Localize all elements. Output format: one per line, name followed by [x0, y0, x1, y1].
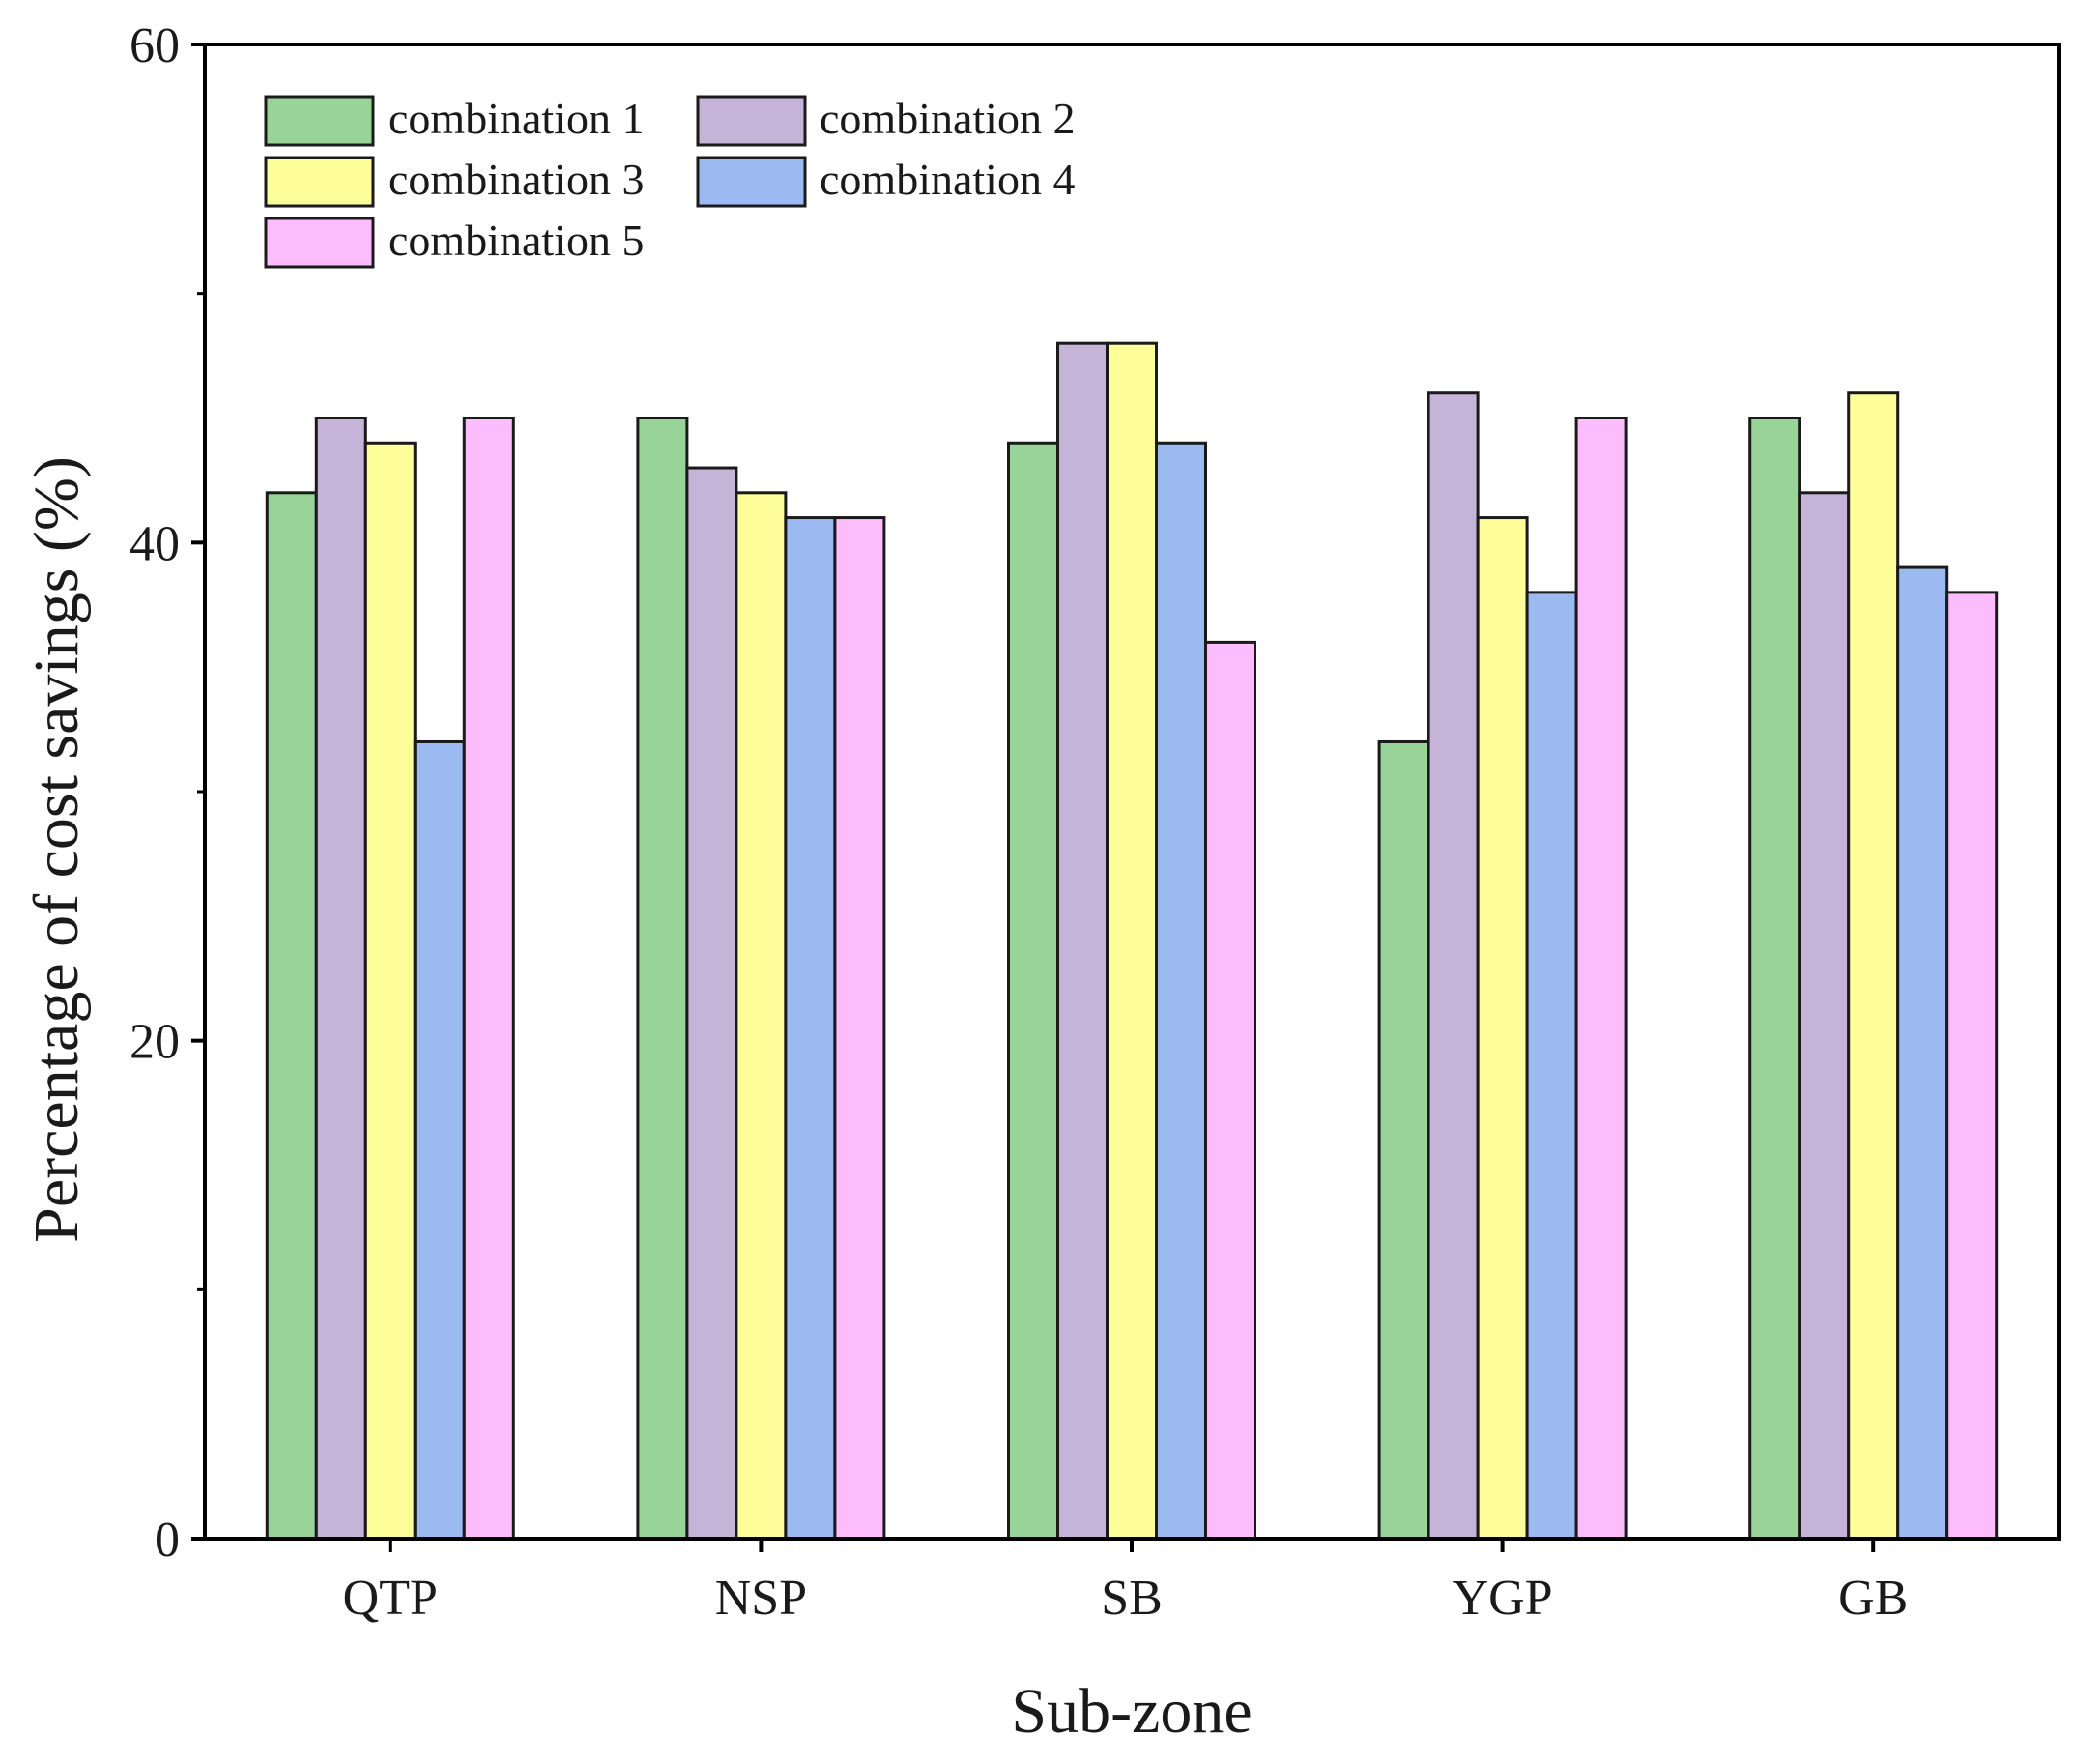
- bar-ygp-series-3: [1476, 516, 1529, 1541]
- legend: combination 1 combination 2 combination 3 c…: [264, 94, 1075, 269]
- bar-sb-series-2: [1056, 341, 1109, 1541]
- legend-label-series-1: combination 1: [389, 94, 644, 143]
- y-tick-label: 60: [130, 18, 180, 73]
- legend-swatch-series-5: [264, 217, 375, 269]
- y-tick-label: 0: [155, 1513, 180, 1568]
- x-axis-ticks: QTP NSP SB YGP GB: [343, 1539, 1908, 1626]
- bar-gb-series-1: [1748, 417, 1801, 1541]
- x-axis-label: Sub-zone: [1011, 1676, 1252, 1747]
- bar-qtp-series-5: [462, 417, 515, 1541]
- bar-qtp-series-2: [314, 417, 367, 1541]
- x-tick-label-sb: SB: [1101, 1571, 1163, 1626]
- y-tick-label: 20: [130, 1015, 180, 1070]
- bar-sb-series-5: [1204, 640, 1256, 1541]
- y-axis-ticks: 0 20 40 60: [130, 18, 205, 1568]
- bars-group: [265, 341, 1999, 1541]
- bar-gb-series-2: [1798, 491, 1851, 1541]
- legend-swatch-series-2: [696, 95, 807, 147]
- x-tick-label-qtp: QTP: [343, 1571, 438, 1626]
- legend-swatch-series-3: [264, 156, 375, 208]
- bar-nsp-series-4: [784, 516, 837, 1541]
- legend-label-series-4: combination 4: [820, 155, 1075, 204]
- bar-nsp-series-2: [685, 466, 738, 1541]
- bar-ygp-series-4: [1525, 591, 1578, 1541]
- legend-label-series-2: combination 2: [820, 94, 1075, 143]
- bar-nsp-series-3: [735, 491, 788, 1541]
- x-tick-label-ygp: YGP: [1453, 1571, 1553, 1626]
- bar-sb-series-1: [1007, 441, 1059, 1541]
- bar-sb-series-3: [1106, 341, 1158, 1541]
- bar-ygp-series-2: [1427, 391, 1480, 1541]
- bar-gb-series-4: [1896, 565, 1949, 1541]
- x-tick-label-nsp: NSP: [715, 1571, 807, 1626]
- legend-swatch-series-1: [264, 95, 375, 147]
- bar-ygp-series-5: [1574, 417, 1628, 1541]
- legend-swatch-series-4: [696, 156, 807, 208]
- bar-qtp-series-4: [413, 739, 466, 1541]
- y-tick-label: 40: [130, 516, 180, 571]
- bar-gb-series-5: [1945, 591, 1999, 1541]
- y-axis-label: Percentage of cost savings (%): [21, 456, 92, 1243]
- bar-sb-series-4: [1155, 441, 1207, 1541]
- bar-qtp-series-3: [363, 441, 417, 1541]
- bar-ygp-series-1: [1377, 739, 1430, 1541]
- plot-frame: [203, 43, 2061, 1541]
- bar-nsp-series-5: [833, 516, 886, 1541]
- x-tick-label-gb: GB: [1838, 1571, 1908, 1626]
- bar-nsp-series-1: [636, 417, 689, 1541]
- legend-label-series-5: combination 5: [389, 216, 644, 265]
- bar-qtp-series-1: [265, 491, 318, 1541]
- bar-gb-series-3: [1847, 391, 1900, 1541]
- legend-label-series-3: combination 3: [389, 155, 644, 204]
